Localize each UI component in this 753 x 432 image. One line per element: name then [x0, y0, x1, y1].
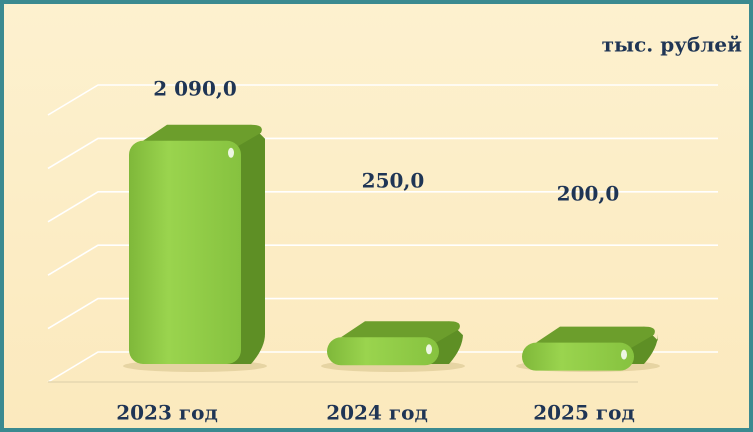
bar: [516, 326, 660, 372]
x-tick-label: 2025 год: [533, 401, 635, 425]
grid-line: [47, 137, 718, 170]
grid-line: [47, 84, 718, 116]
bar: [321, 321, 465, 372]
grid-line: [47, 297, 718, 330]
grid-line: [47, 351, 718, 383]
x-tick-label: 2023 год: [116, 401, 218, 425]
value-label: 250,0: [362, 169, 425, 193]
value-label: 200,0: [557, 182, 620, 206]
grid-line: [47, 244, 718, 276]
unit-label: тыс. рублей: [602, 33, 742, 57]
bar: [123, 124, 267, 372]
x-tick-label: 2024 год: [326, 401, 428, 425]
grid-line: [47, 191, 718, 223]
value-label: 2 090,0: [153, 77, 237, 101]
